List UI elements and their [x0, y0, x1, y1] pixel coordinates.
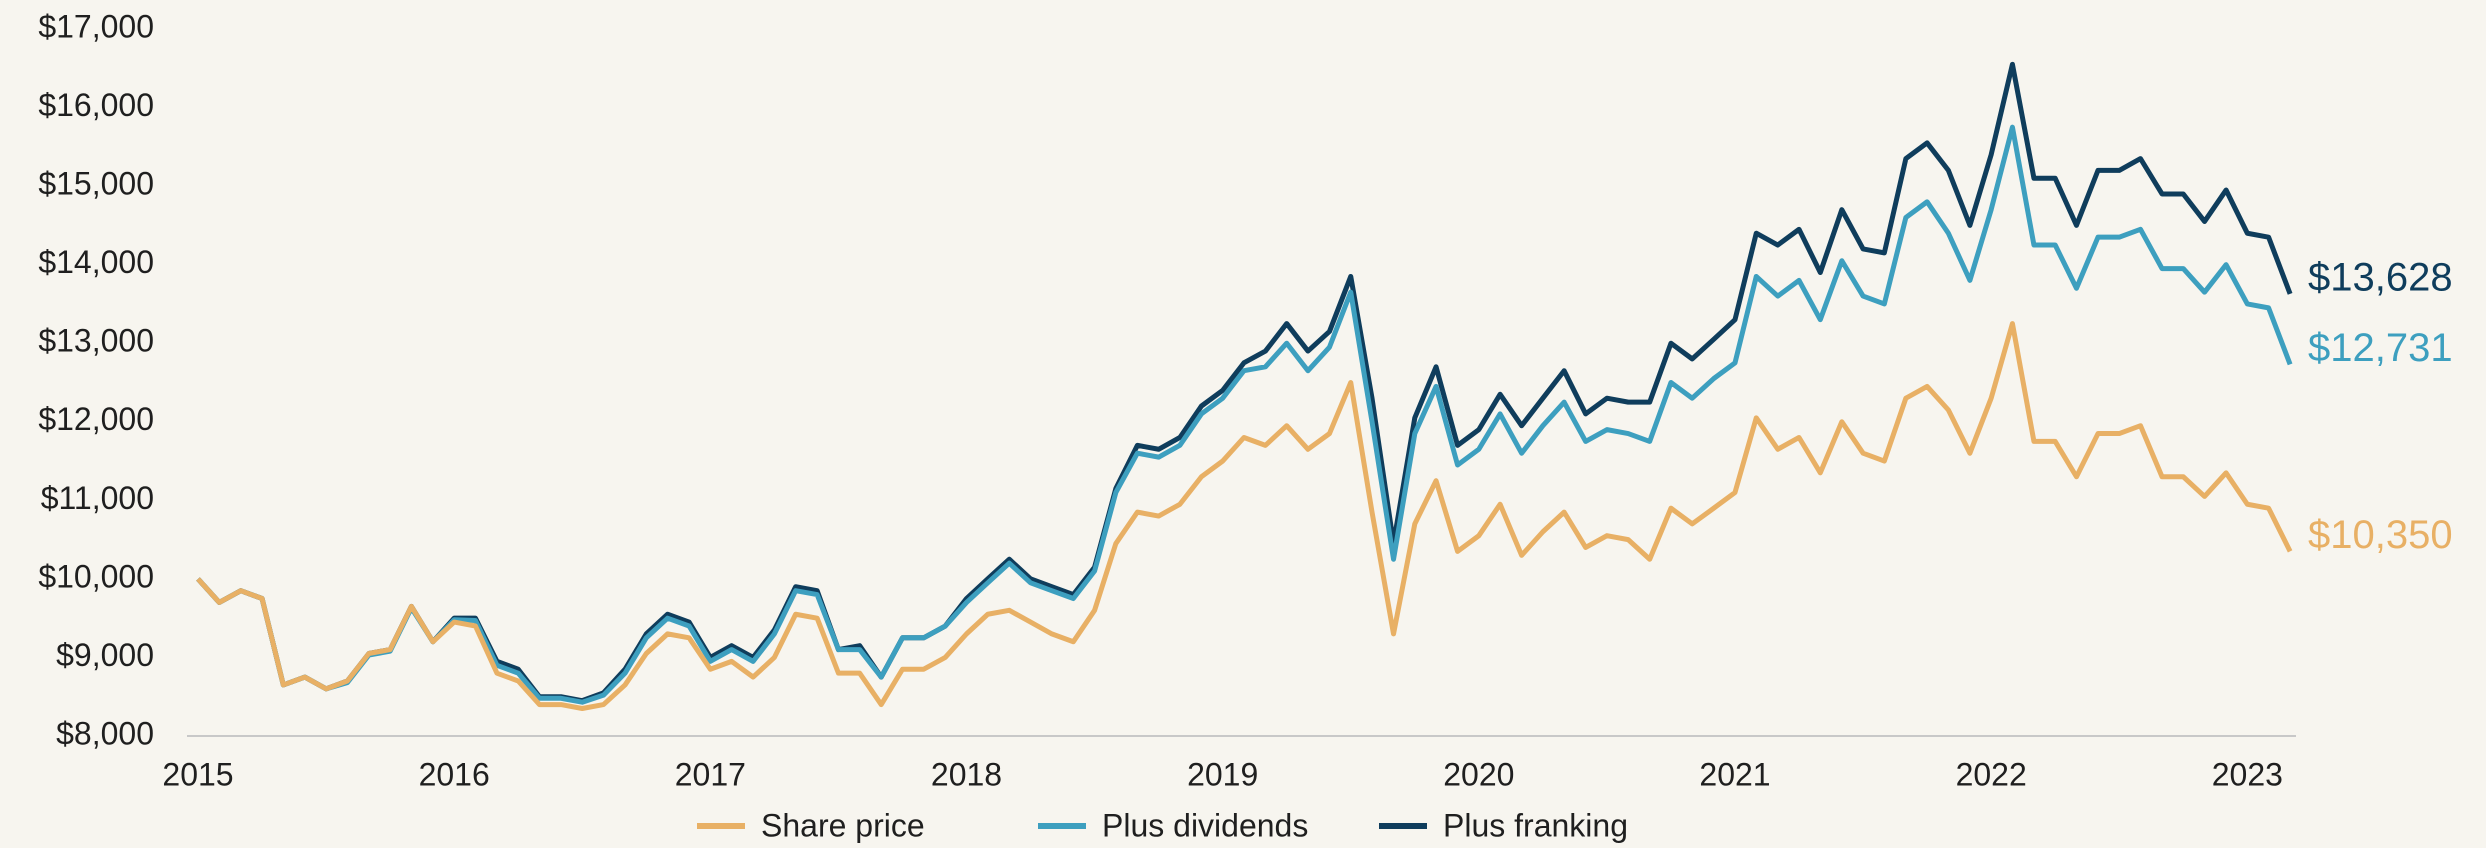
x-tick-label: 2023 [2212, 756, 2283, 792]
series-line [196, 321, 2293, 712]
end-label: $13,628 [2308, 255, 2453, 299]
x-tick-label: 2019 [1187, 756, 1258, 792]
x-tick-label: 2016 [419, 756, 490, 792]
y-tick-label: $16,000 [38, 87, 154, 123]
x-tick-label: 2015 [162, 756, 233, 792]
legend-label: Plus dividends [1102, 807, 1308, 843]
x-tick-label: 2022 [1956, 756, 2027, 792]
series-line [196, 61, 2293, 704]
y-tick-label: $14,000 [38, 244, 154, 280]
y-tick-label: $13,000 [38, 323, 154, 359]
x-tick-label: 2020 [1443, 756, 1514, 792]
x-tick-label: 2021 [1699, 756, 1770, 792]
y-tick-label: $8,000 [56, 715, 154, 751]
y-tick-label: $10,000 [38, 558, 154, 594]
y-tick-label: $17,000 [38, 8, 154, 44]
end-label: $12,731 [2308, 326, 2453, 370]
end-label: $10,350 [2308, 513, 2453, 557]
legend-label: Plus franking [1443, 807, 1628, 843]
x-tick-label: 2018 [931, 756, 1002, 792]
legend-label: Share price [761, 807, 925, 843]
x-tick-label: 2017 [675, 756, 746, 792]
y-tick-label: $12,000 [38, 401, 154, 437]
y-tick-label: $9,000 [56, 637, 154, 673]
y-tick-label: $11,000 [41, 480, 154, 516]
series-line [196, 124, 2293, 705]
y-tick-label: $15,000 [38, 166, 154, 202]
